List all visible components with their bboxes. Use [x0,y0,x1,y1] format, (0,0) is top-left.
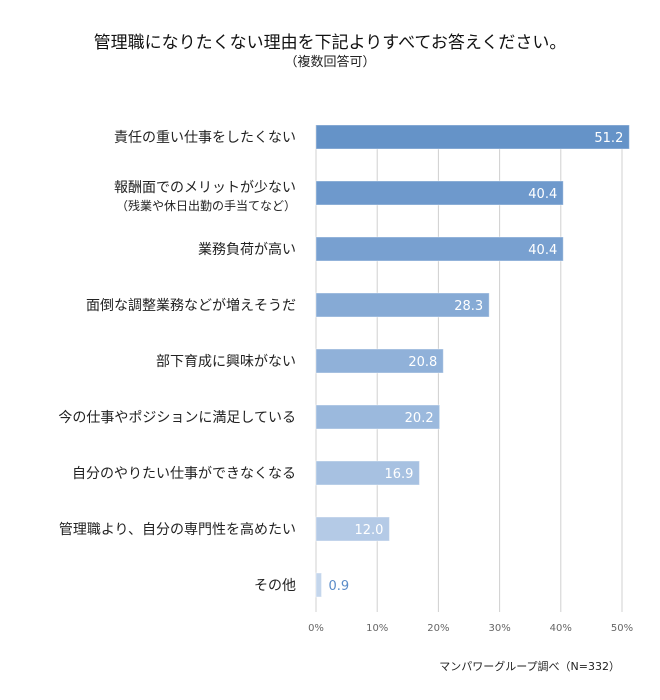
category-label: 自分のやりたい仕事ができなくなる [72,466,296,482]
data-label: 51.2 [594,131,623,146]
x-tick-label: 30% [488,623,510,634]
x-tick-label: 40% [550,623,572,634]
data-label: 40.4 [528,187,557,202]
data-label: 12.0 [354,523,383,538]
x-tick-label: 0% [308,623,324,634]
category-label: その他 [254,578,296,594]
category-label: 業務負荷が高い [198,241,296,258]
x-tick-label: 20% [427,623,449,634]
data-label: 16.9 [384,467,413,482]
data-label: 0.9 [329,579,350,594]
data-label: 20.8 [408,355,437,370]
category-label: 管理職より、自分の専門性を高めたい [59,521,296,538]
data-label: 40.4 [528,243,557,258]
source-note: マンパワーグループ調べ（N=332） [439,660,620,673]
bar [315,460,420,486]
x-tick-label: 50% [611,623,633,634]
bar [315,348,444,374]
bar [315,180,564,206]
category-label: 部下育成に興味がない [156,354,296,370]
bar [315,404,441,430]
data-label: 20.2 [405,411,434,426]
bar [315,516,390,542]
bar [315,572,323,598]
bar [315,124,630,150]
category-sublabel: （残業や休日出勤の手当てなど） [116,199,296,213]
data-label: 28.3 [454,299,483,314]
category-label: 報酬面でのメリットが少ない [114,180,296,196]
bar [315,236,564,262]
x-tick-label: 10% [366,623,388,634]
bar [315,292,490,318]
chart-title: 管理職になりたくない理由を下記よりすべてお答えください。 [93,33,567,53]
chart-subtitle: （複数回答可） [284,55,376,70]
category-label: 責任の重い仕事をしたくない [114,130,296,146]
category-label: 今の仕事やポジションに満足している [58,410,296,426]
category-label: 面倒な調整業務などが増えそうだ [86,298,296,314]
